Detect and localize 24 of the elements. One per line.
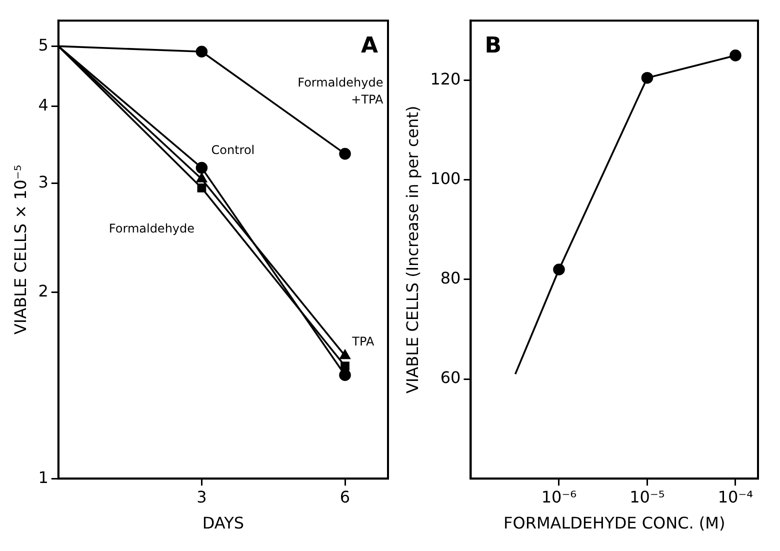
x-tick-label: 3: [196, 487, 207, 506]
y-axis-title: VIABLE CELLS (Increase in per cent): [402, 106, 422, 394]
x-axis-title: DAYS: [202, 514, 244, 533]
y-tick-label: 120: [430, 69, 461, 88]
x-tick-label: 10⁻⁵: [630, 487, 665, 506]
x-tick-label: 6: [340, 487, 350, 506]
annotation: A: [360, 34, 378, 59]
series-label: Formaldehyde +TPA: [298, 76, 384, 107]
series-label: Control: [211, 142, 255, 157]
series-label: TPA: [351, 334, 375, 349]
y-tick-label: 5: [38, 35, 48, 54]
x-tick-label: 10⁻⁴: [718, 487, 754, 506]
y-tick-label: 1: [38, 468, 48, 487]
y-tick-label: 100: [430, 169, 461, 188]
annotation: B: [484, 34, 502, 59]
y-tick-label: 2: [38, 282, 48, 301]
x-axis-title: FORMALDEHYDE CONC. (M): [504, 514, 726, 533]
y-tick-label: 4: [38, 95, 48, 114]
y-tick-label: 3: [38, 172, 48, 192]
text: Formaldehyde: [108, 221, 195, 236]
y-tick-label: 60: [440, 368, 461, 388]
y-axis-title: VIABLE CELLS × 10⁻⁵: [10, 164, 30, 334]
x-tick-label: 10⁻⁶: [541, 487, 577, 506]
y-tick-label: 80: [440, 268, 461, 288]
